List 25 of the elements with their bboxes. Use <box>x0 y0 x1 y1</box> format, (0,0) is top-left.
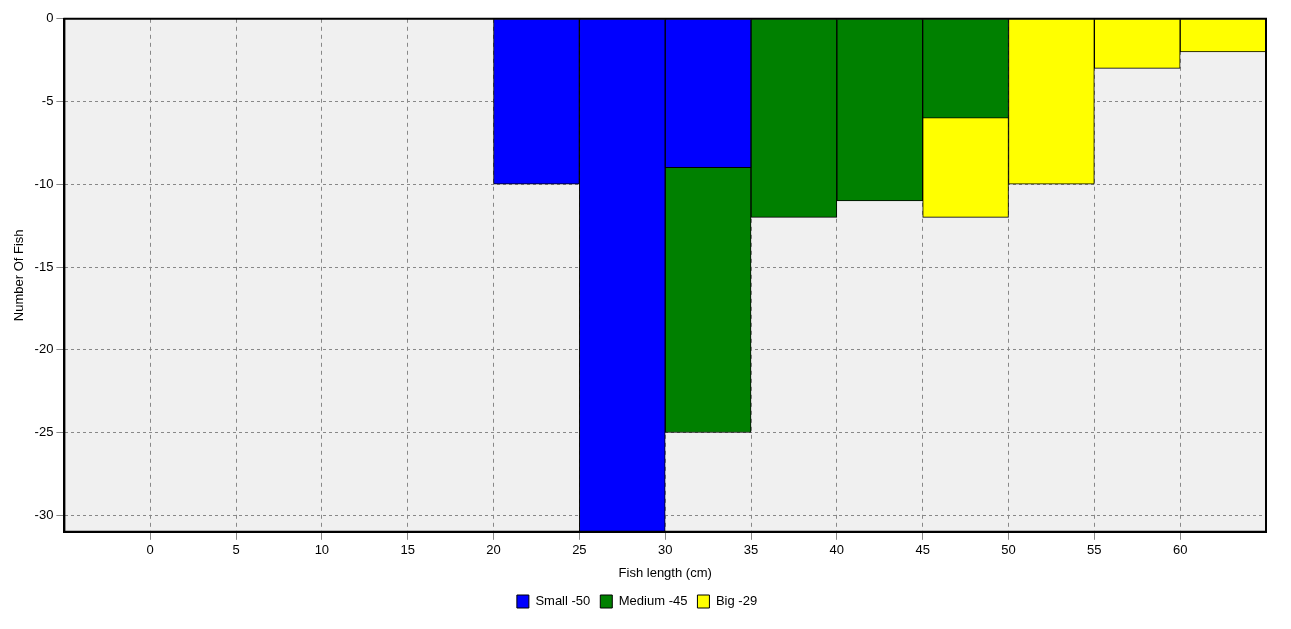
y-axis-title: Number Of Fish <box>11 229 27 322</box>
x-tick-label: 5 <box>232 542 240 558</box>
y-tick-label: -25 <box>34 424 54 440</box>
x-tick-label: 20 <box>486 542 501 558</box>
y-tick-label: -20 <box>34 341 54 357</box>
x-tick-label: 0 <box>146 542 154 558</box>
legend-label: Big -29 <box>715 593 758 609</box>
x-tick-label: 55 <box>1087 542 1102 558</box>
y-tick-label: -15 <box>34 258 54 274</box>
x-axis-title: Fish length (cm) <box>618 564 712 580</box>
x-tick-label: 45 <box>915 542 930 558</box>
y-tick-label: -30 <box>34 506 54 522</box>
x-tick-label: 30 <box>657 542 673 558</box>
legend-label: Small -50 <box>535 593 591 609</box>
y-tick-label: -10 <box>34 175 54 191</box>
x-tick-label: 35 <box>743 542 759 558</box>
y-tick-label: -5 <box>41 93 54 109</box>
x-tick-label: 25 <box>572 542 587 558</box>
x-tick-label: 60 <box>1172 542 1188 558</box>
x-tick-label: 15 <box>400 542 415 558</box>
x-tick-label: 50 <box>1001 542 1016 558</box>
x-tick-label: 40 <box>829 542 845 558</box>
y-tick-label: 0 <box>46 10 54 26</box>
legend-label: Medium -45 <box>618 593 688 609</box>
x-tick-label: 10 <box>314 542 330 558</box>
